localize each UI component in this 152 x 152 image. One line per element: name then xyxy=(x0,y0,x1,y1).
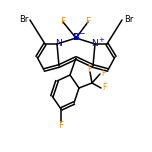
Text: F: F xyxy=(87,66,91,74)
Text: Br: Br xyxy=(19,16,28,24)
Text: B: B xyxy=(73,33,79,43)
Text: F: F xyxy=(60,17,66,26)
Text: Br: Br xyxy=(124,16,133,24)
Text: N: N xyxy=(55,40,61,48)
Text: F: F xyxy=(85,17,91,26)
Text: −: − xyxy=(78,29,84,38)
Text: F: F xyxy=(101,69,105,78)
Text: F: F xyxy=(102,83,106,93)
Text: F: F xyxy=(58,121,64,130)
Text: +: + xyxy=(98,37,104,43)
Text: N: N xyxy=(92,40,98,48)
